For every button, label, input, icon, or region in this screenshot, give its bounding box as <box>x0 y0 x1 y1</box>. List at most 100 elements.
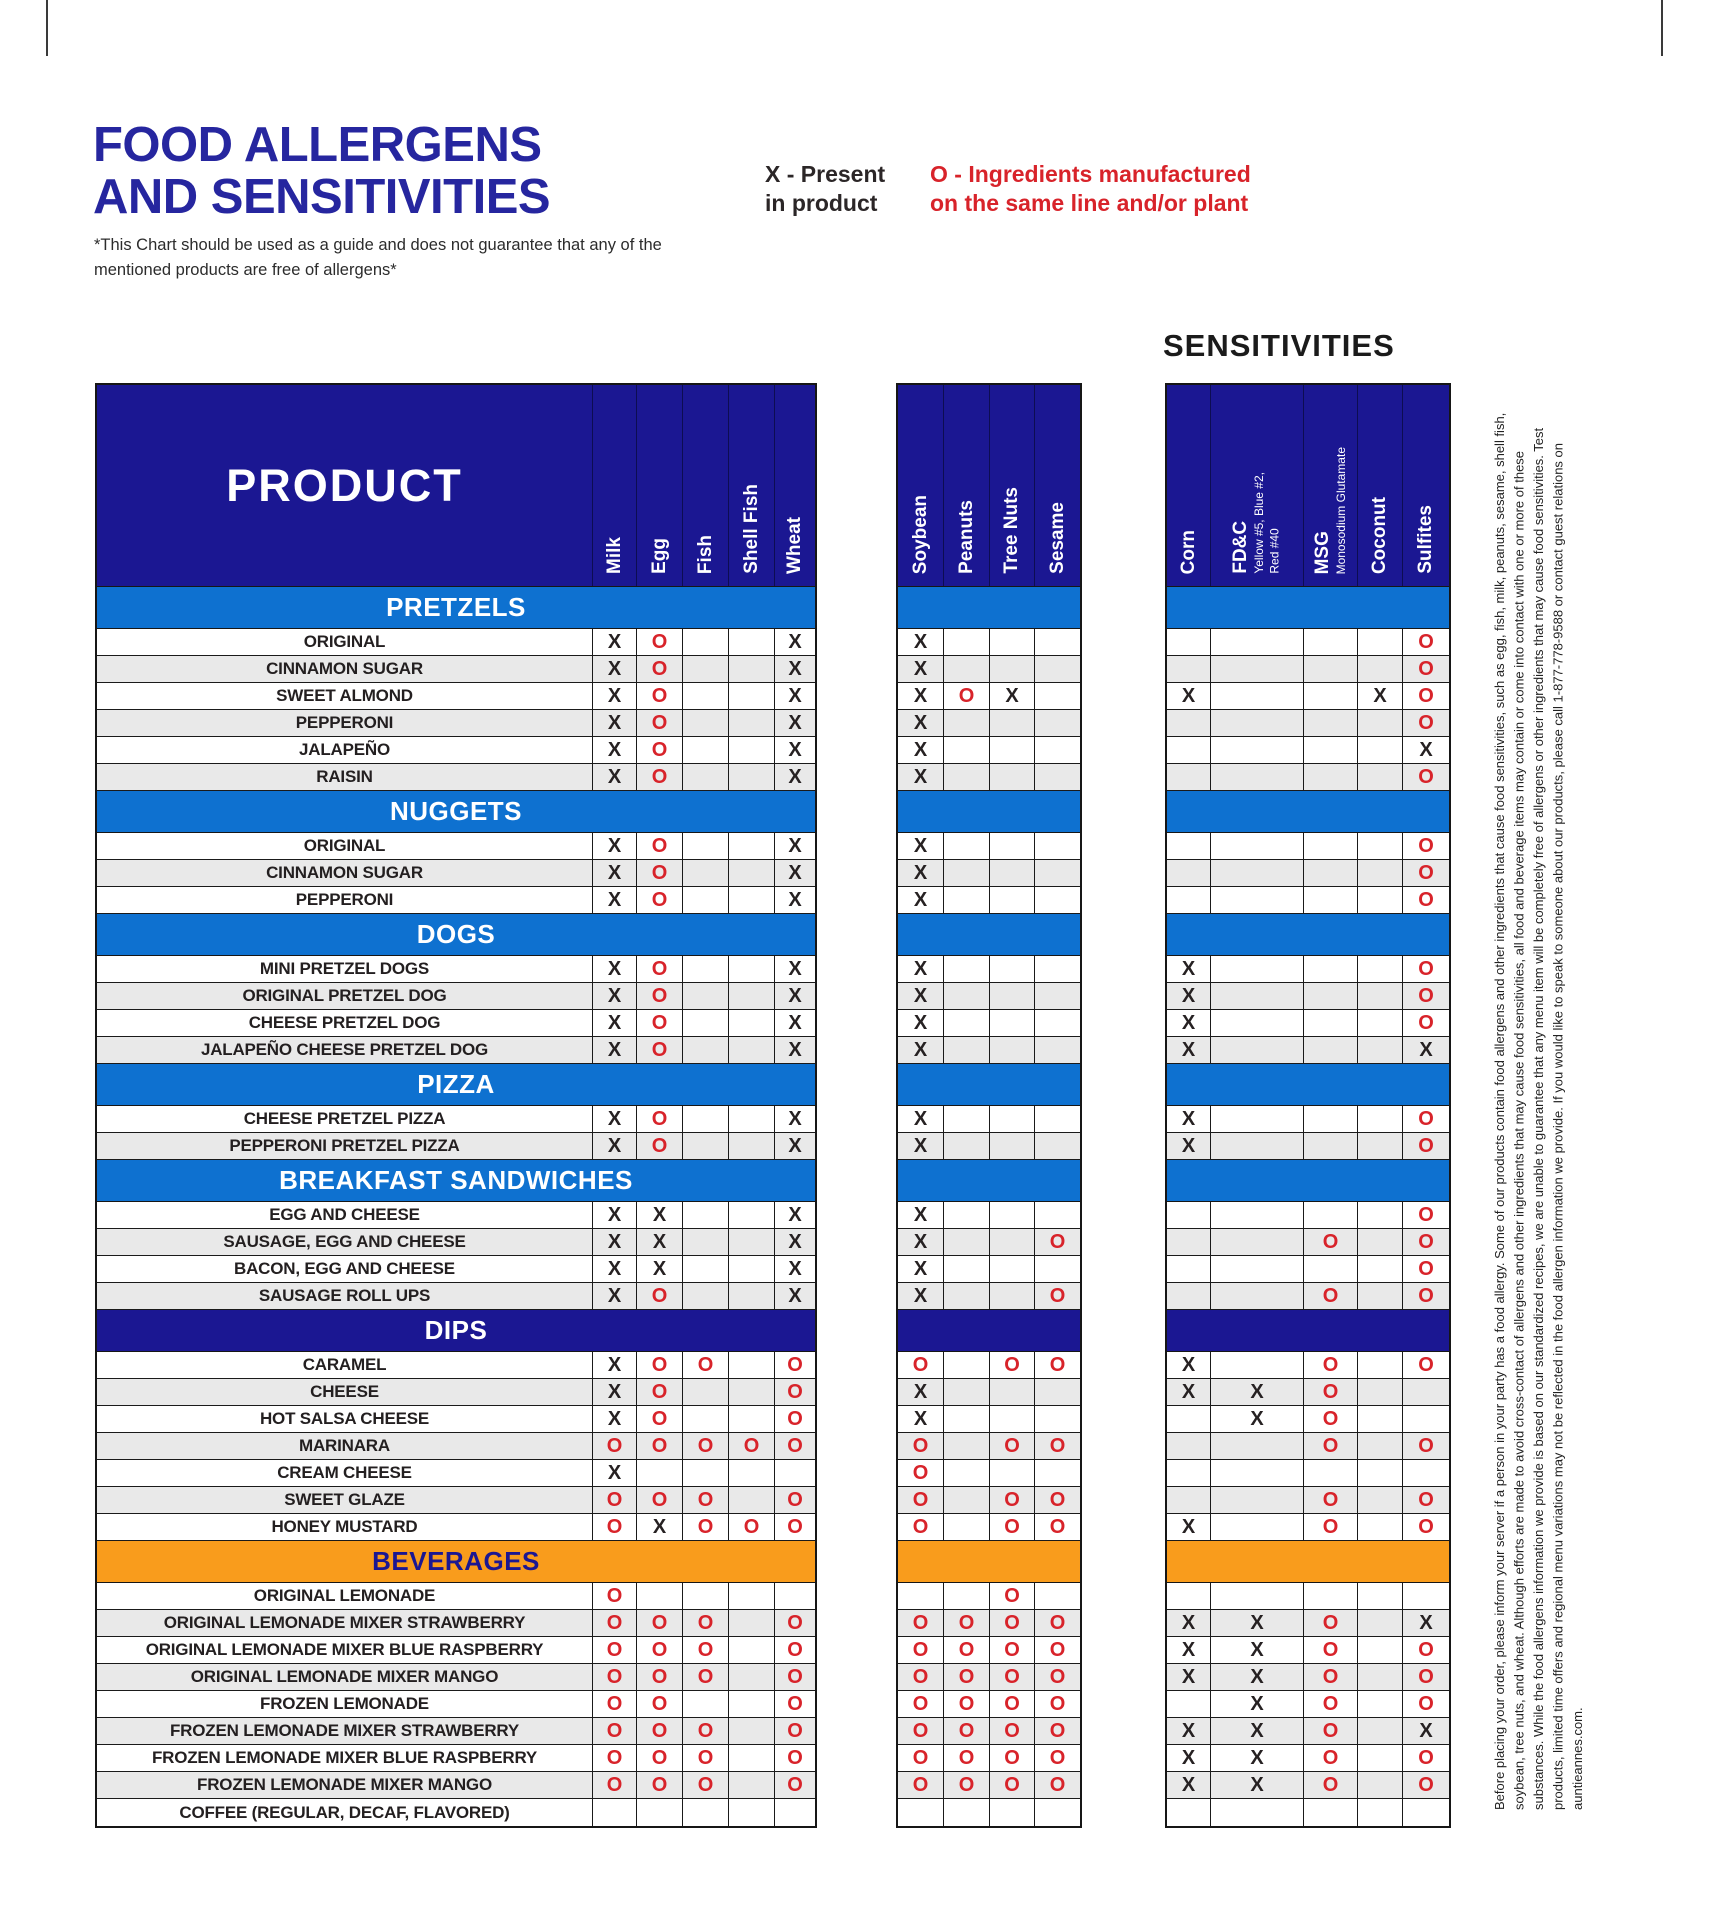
o-mark: O <box>1418 1108 1434 1130</box>
present-mark-cell: X <box>774 1010 815 1036</box>
o-mark: O <box>651 835 668 857</box>
product-name-cell: ORIGINAL <box>303 836 386 855</box>
empty-cell <box>728 1010 774 1036</box>
empty-cell <box>1303 833 1357 859</box>
empty-cell <box>1402 1406 1449 1432</box>
empty-cell <box>1210 737 1303 763</box>
x-mark: X <box>1250 1408 1264 1430</box>
x-mark: X <box>913 889 928 911</box>
table-row: X <box>898 737 1080 764</box>
present-mark-cell: X <box>1210 1379 1303 1405</box>
empty-cell <box>989 1406 1034 1432</box>
product-name-cell: HOT SALSA CHEESE <box>259 1409 430 1428</box>
o-mark: O <box>606 1774 623 1796</box>
allergen-table-secondary-header: Soybean Peanuts Tree Nuts Sesame <box>898 385 1080 587</box>
column-label-sesame: Sesame <box>1047 502 1069 574</box>
o-mark: O <box>787 1435 803 1457</box>
o-mark: O <box>958 1612 975 1634</box>
empty-cell <box>682 1283 728 1309</box>
empty-cell <box>1303 1256 1357 1282</box>
cross-contact-mark-cell: O <box>774 1745 815 1771</box>
empty-cell <box>1034 833 1080 859</box>
empty-cell <box>1210 1010 1303 1036</box>
empty-cell <box>989 1460 1034 1486</box>
present-mark-cell: X <box>1357 683 1402 709</box>
cross-contact-mark-cell: O <box>636 1772 682 1798</box>
o-mark: O <box>651 1108 668 1130</box>
cross-contact-mark-cell: O <box>989 1718 1034 1744</box>
product-name-cell: ORIGINAL PRETZEL DOG <box>242 986 447 1005</box>
o-mark: O <box>958 685 975 707</box>
table-row <box>1167 1799 1449 1826</box>
present-mark-cell: X <box>774 764 815 790</box>
o-mark: O <box>787 1489 803 1511</box>
empty-cell <box>1167 737 1210 763</box>
o-mark: O <box>651 862 668 884</box>
o-mark: O <box>651 1285 668 1307</box>
present-mark-cell: X <box>898 983 943 1009</box>
empty-cell <box>1034 683 1080 709</box>
o-mark: O <box>1004 1747 1020 1769</box>
table-row: O <box>1167 833 1449 860</box>
empty-cell <box>1210 1352 1303 1378</box>
cross-contact-mark-cell: O <box>1034 1487 1080 1513</box>
o-mark: O <box>787 1612 803 1634</box>
table-row: X <box>898 887 1080 914</box>
o-mark: O <box>606 1435 623 1457</box>
x-mark: X <box>1181 1516 1196 1538</box>
x-mark: X <box>607 658 622 680</box>
cross-contact-mark-cell: O <box>989 1352 1034 1378</box>
x-mark: X <box>788 1012 802 1034</box>
guide-disclaimer: *This Chart should be used as a guide an… <box>94 233 662 283</box>
product-name-cell: HONEY MUSTARD <box>271 1517 418 1536</box>
cross-contact-mark-cell: O <box>1034 1433 1080 1459</box>
empty-cell <box>728 1460 774 1486</box>
o-mark: O <box>1418 712 1434 734</box>
o-mark: O <box>1322 1231 1339 1253</box>
cross-contact-mark-cell: O <box>592 1691 636 1717</box>
table-row: O <box>1167 656 1449 683</box>
o-mark: O <box>1049 1435 1066 1457</box>
present-mark-cell: X <box>1210 1745 1303 1771</box>
o-mark: O <box>1418 985 1434 1007</box>
column-label-main: Fish <box>694 534 716 574</box>
empty-cell <box>1034 764 1080 790</box>
o-mark: O <box>651 658 668 680</box>
present-mark-cell: X <box>774 1202 815 1228</box>
empty-cell <box>1034 710 1080 736</box>
cross-contact-mark-cell: O <box>682 1487 728 1513</box>
cross-contact-mark-cell: O <box>592 1745 636 1771</box>
present-mark-cell: X <box>898 737 943 763</box>
present-mark-cell: X <box>592 629 636 655</box>
cross-contact-mark-cell: O <box>592 1610 636 1636</box>
table-row: CARAMEL X O O O <box>97 1352 815 1379</box>
column-label-main: MSG <box>1311 530 1333 574</box>
present-mark-cell: X <box>636 1514 682 1540</box>
cross-contact-mark-cell: O <box>1034 1514 1080 1540</box>
empty-cell <box>1210 1583 1303 1609</box>
empty-cell <box>1303 956 1357 982</box>
column-header-soybean: Soybean <box>898 385 943 586</box>
o-mark: O <box>1004 1639 1020 1661</box>
x-mark: X <box>788 739 802 761</box>
table-row: JALAPEÑO X O X <box>97 737 815 764</box>
product-name-cell: SWEET ALMOND <box>276 686 413 705</box>
empty-cell <box>728 710 774 736</box>
table-row: CINNAMON SUGAR X O X <box>97 656 815 683</box>
table-row: X <box>898 1106 1080 1133</box>
present-mark-cell: X <box>636 1202 682 1228</box>
table-row: JALAPEÑO CHEESE PRETZEL DOG X O X <box>97 1037 815 1064</box>
cross-contact-mark-cell: O <box>1402 710 1449 736</box>
empty-cell <box>989 1256 1034 1282</box>
empty-cell <box>943 1283 989 1309</box>
table-row: FROZEN LEMONADE O O O <box>97 1691 815 1718</box>
x-mark: X <box>1419 1720 1433 1742</box>
present-mark-cell: X <box>1167 1772 1210 1798</box>
cross-contact-mark-cell: O <box>682 1772 728 1798</box>
empty-cell <box>1303 656 1357 682</box>
present-mark-cell: X <box>1402 1718 1449 1744</box>
present-mark-cell: X <box>592 1106 636 1132</box>
o-mark: O <box>1418 685 1434 707</box>
